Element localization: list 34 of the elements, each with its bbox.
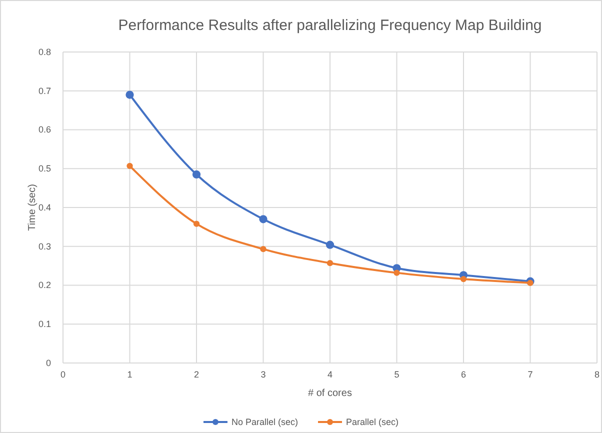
point <box>527 280 534 286</box>
point <box>192 170 201 179</box>
point <box>326 260 334 266</box>
x-tick-label: 4 <box>327 369 333 380</box>
x-tick-label: 5 <box>394 369 400 380</box>
point <box>460 276 467 282</box>
y-tick-label: 0.3 <box>38 241 51 252</box>
point <box>326 240 334 249</box>
point <box>260 246 266 252</box>
y-axis-title: Time (sec) <box>27 184 38 231</box>
y-tick-label: 0.2 <box>38 280 51 290</box>
x-axis-title: # of cores <box>308 388 352 399</box>
x-tick-label: 7 <box>528 369 533 380</box>
y-tick-label: 0 <box>46 358 51 368</box>
y-tick-label: 0.7 <box>38 86 51 96</box>
x-tick-label: 3 <box>260 369 266 380</box>
y-tick-label: 0.4 <box>38 202 51 212</box>
y-tick-label: 0.8 <box>38 46 51 57</box>
point <box>394 270 400 276</box>
x-tick-label: 0 <box>60 369 66 380</box>
legend-label: No Parallel (sec) <box>231 417 298 428</box>
x-tick-label: 2 <box>194 369 200 380</box>
point <box>259 215 268 224</box>
x-tick-label: 6 <box>460 369 466 380</box>
point <box>193 220 200 227</box>
y-tick-label: 0.1 <box>38 319 51 330</box>
x-tick-label: 1 <box>127 369 132 380</box>
y-tick-label: 0.5 <box>38 164 51 174</box>
y-tick-label: 0.6 <box>38 124 51 135</box>
x-tick-label: 8 <box>594 369 600 380</box>
point <box>126 162 133 169</box>
chart-title: Performance Results after parallelizing Frequency Map Building <box>118 17 542 34</box>
point <box>126 90 134 99</box>
legend-label: Parallel (sec) <box>346 417 399 428</box>
